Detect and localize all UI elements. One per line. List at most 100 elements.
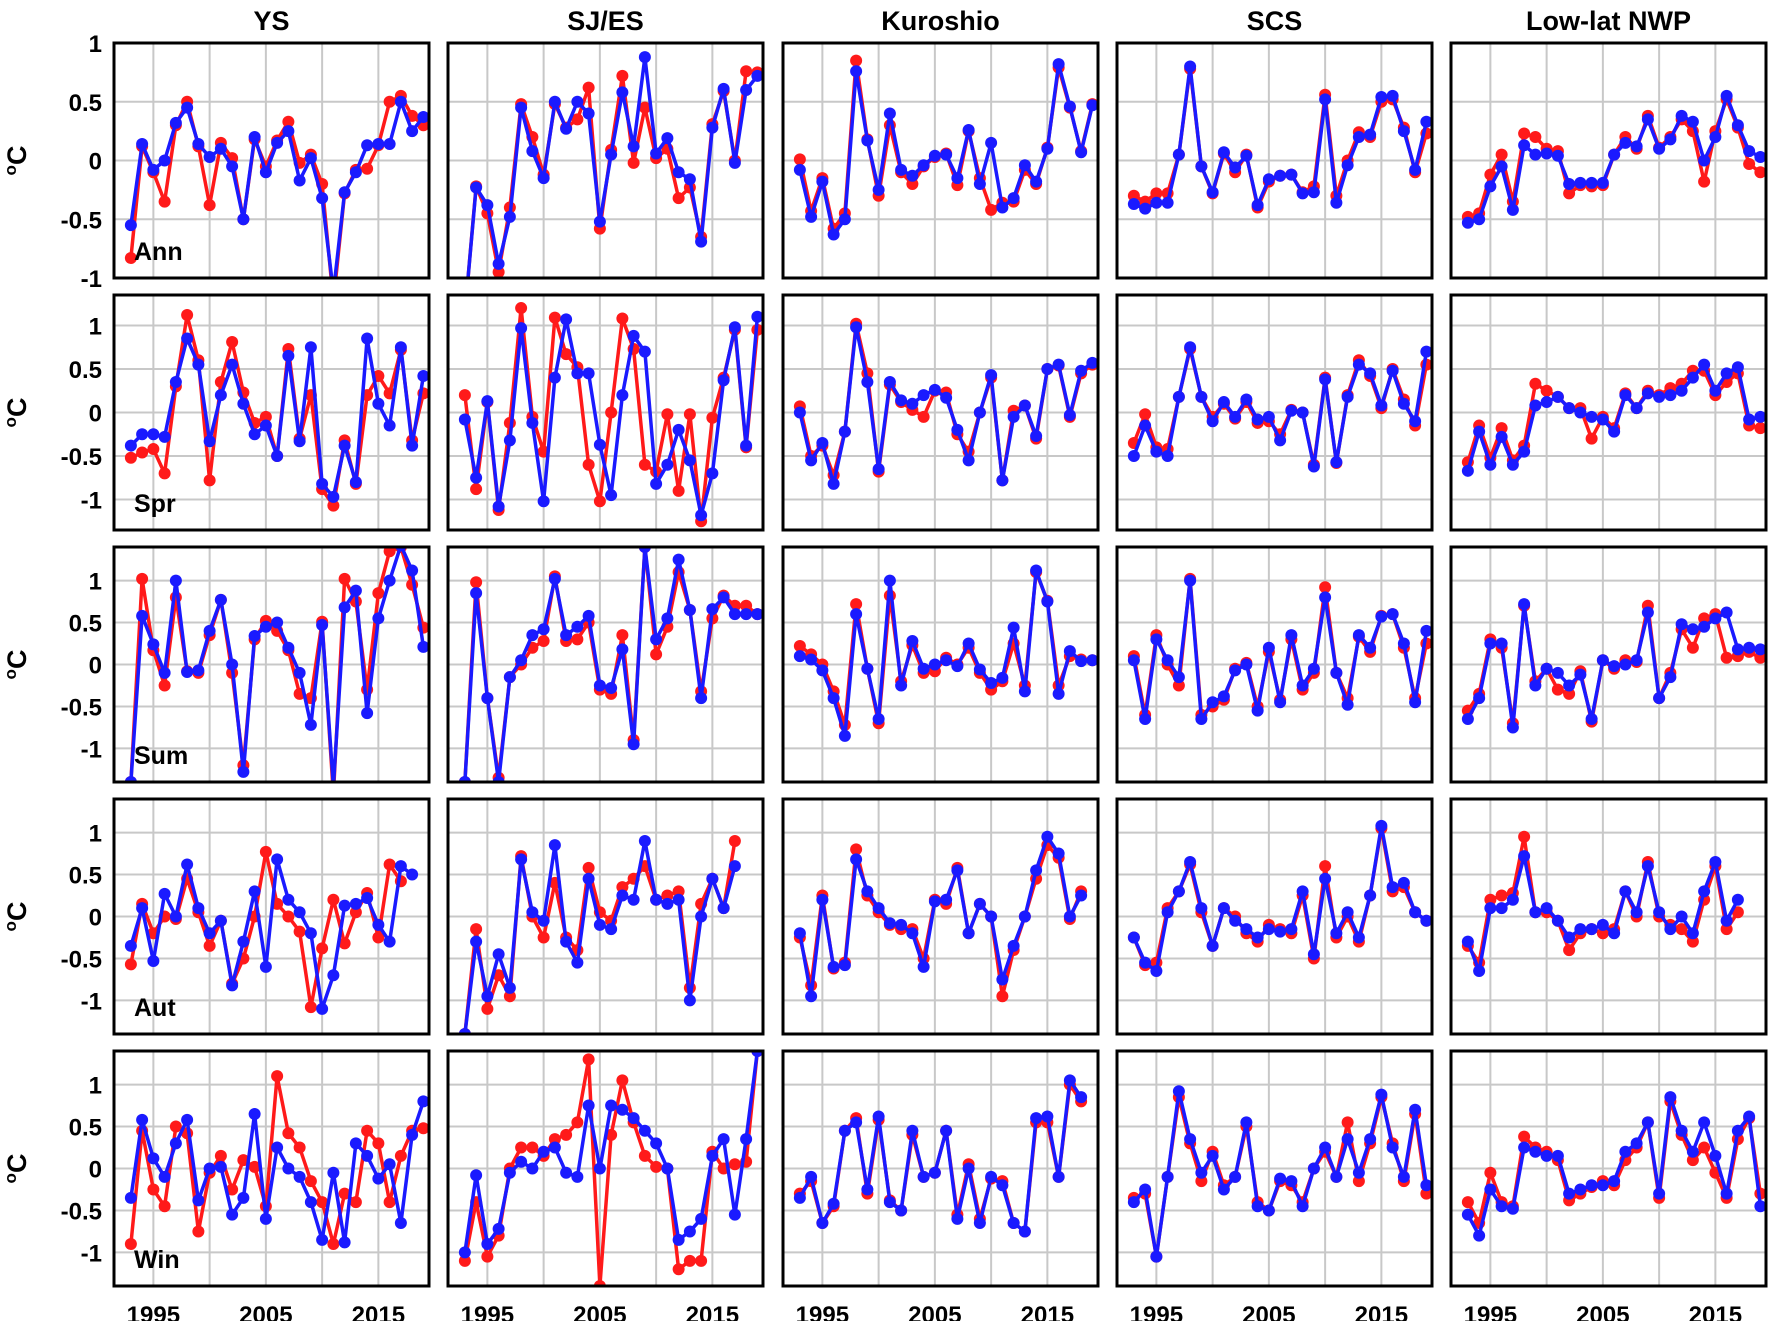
y-tick-label: -1: [81, 736, 102, 763]
blue-series-point: [515, 1155, 528, 1168]
red-series-point: [327, 1238, 340, 1251]
svg-text:oC: oC: [1, 398, 32, 428]
blue-series-point: [1018, 399, 1031, 412]
blue-series-point: [973, 897, 986, 910]
blue-series-point: [526, 416, 539, 429]
blue-series-point: [316, 1002, 329, 1015]
red-series-point: [906, 178, 919, 190]
red-series-point: [147, 1183, 160, 1196]
blue-series-point: [147, 638, 160, 651]
blue-series-point: [417, 111, 429, 124]
blue-series-point: [492, 948, 505, 961]
panel-frame: [446, 1049, 765, 1288]
blue-series-point: [1075, 655, 1088, 668]
blue-series-point: [1307, 186, 1320, 199]
x-tick-label: 2005: [1242, 1302, 1295, 1321]
blue-series-point: [372, 397, 385, 410]
grid: [1117, 43, 1432, 278]
blue-series-point: [1075, 146, 1088, 159]
blue-series-point: [706, 1149, 719, 1162]
blue-series-point: [1461, 713, 1474, 726]
red-series-point: [650, 648, 663, 661]
blue-series-point: [1686, 115, 1699, 128]
blue-series-point: [349, 166, 362, 179]
blue-series-point: [470, 181, 483, 194]
y-tick-label: -1: [81, 266, 102, 293]
blue-series-point: [1641, 113, 1654, 126]
blue-series-point: [1709, 855, 1722, 868]
blue-series-point: [793, 927, 806, 940]
blue-series-point: [695, 1212, 708, 1225]
grid: [114, 295, 429, 530]
panel-frame: [781, 1049, 1100, 1288]
blue-series-point: [282, 641, 295, 654]
blue-series-point: [1518, 598, 1531, 611]
blue-series-point: [237, 213, 250, 226]
blue-series-point: [1229, 161, 1242, 174]
blue-series-point: [1664, 671, 1677, 684]
blue-series-point: [417, 640, 429, 653]
blue-series-point: [1007, 621, 1020, 634]
blue-series-point: [526, 906, 539, 919]
blue-series-point: [316, 619, 329, 632]
blue-series-point: [338, 601, 351, 614]
red-series-point: [1461, 1196, 1474, 1209]
blue-series-point: [181, 858, 194, 871]
red-series-point: [282, 115, 295, 128]
blue-series-point: [683, 173, 696, 186]
blue-series-point: [271, 853, 284, 866]
panel-frame: [1449, 41, 1768, 280]
red-series-point: [593, 495, 606, 508]
red-series-point: [293, 925, 306, 938]
red-series-point: [548, 311, 561, 324]
blue-series-point: [327, 490, 340, 503]
panel-scs-aut: [1115, 797, 1434, 1036]
blue-series-point: [1184, 60, 1197, 73]
blue-series-point: [1229, 664, 1242, 677]
red-series-point: [124, 958, 137, 971]
blue-series-point: [1420, 345, 1432, 358]
blue-series-point: [1686, 623, 1699, 636]
blue-series-point: [361, 1149, 374, 1162]
red-series-point: [638, 101, 651, 114]
blue-series-point: [672, 166, 685, 179]
blue-series-point: [1319, 373, 1332, 386]
blue-series-point: [695, 509, 708, 522]
y-tick-label: -1: [81, 1240, 102, 1267]
blue-series-point: [706, 467, 719, 480]
blue-series-point: [1484, 458, 1497, 471]
red-series-point: [327, 893, 340, 906]
red-series-point: [627, 156, 640, 169]
red-series-point: [616, 629, 629, 642]
blue-series-point: [181, 101, 194, 114]
blue-series-point: [1518, 139, 1531, 152]
y-axis-label: oC: [1, 1154, 32, 1184]
red-series-point: [192, 1225, 205, 1238]
blue-series-point: [1240, 658, 1253, 671]
red-series-point: [1484, 1166, 1497, 1179]
blue-series-point: [1495, 637, 1508, 650]
blue-series-point: [1420, 624, 1432, 637]
blue-series-point: [605, 1099, 618, 1112]
blue-series-point: [1206, 939, 1219, 952]
blue-series-point: [492, 500, 505, 513]
blue-series-point: [717, 591, 730, 604]
blue-series-point: [1630, 140, 1643, 153]
red-series-point: [383, 858, 396, 871]
red-series-point: [672, 885, 685, 898]
blue-series-point: [515, 853, 528, 866]
grid: [114, 547, 429, 782]
blue-series-point: [1206, 186, 1219, 199]
blue-series-point: [985, 369, 998, 382]
blue-series-point: [1352, 131, 1365, 143]
blue-series-point: [1364, 367, 1377, 380]
panel-frame: [1449, 797, 1768, 1036]
blue-series-point: [1086, 654, 1098, 667]
grid: [1451, 43, 1766, 278]
x-tick-label: 1995: [127, 1302, 180, 1321]
blue-series-point: [406, 564, 419, 577]
red-series-point: [169, 1120, 182, 1133]
blue-series-point: [1352, 358, 1365, 371]
blue-series-point: [1641, 606, 1654, 619]
red-series-point: [1352, 1175, 1365, 1188]
